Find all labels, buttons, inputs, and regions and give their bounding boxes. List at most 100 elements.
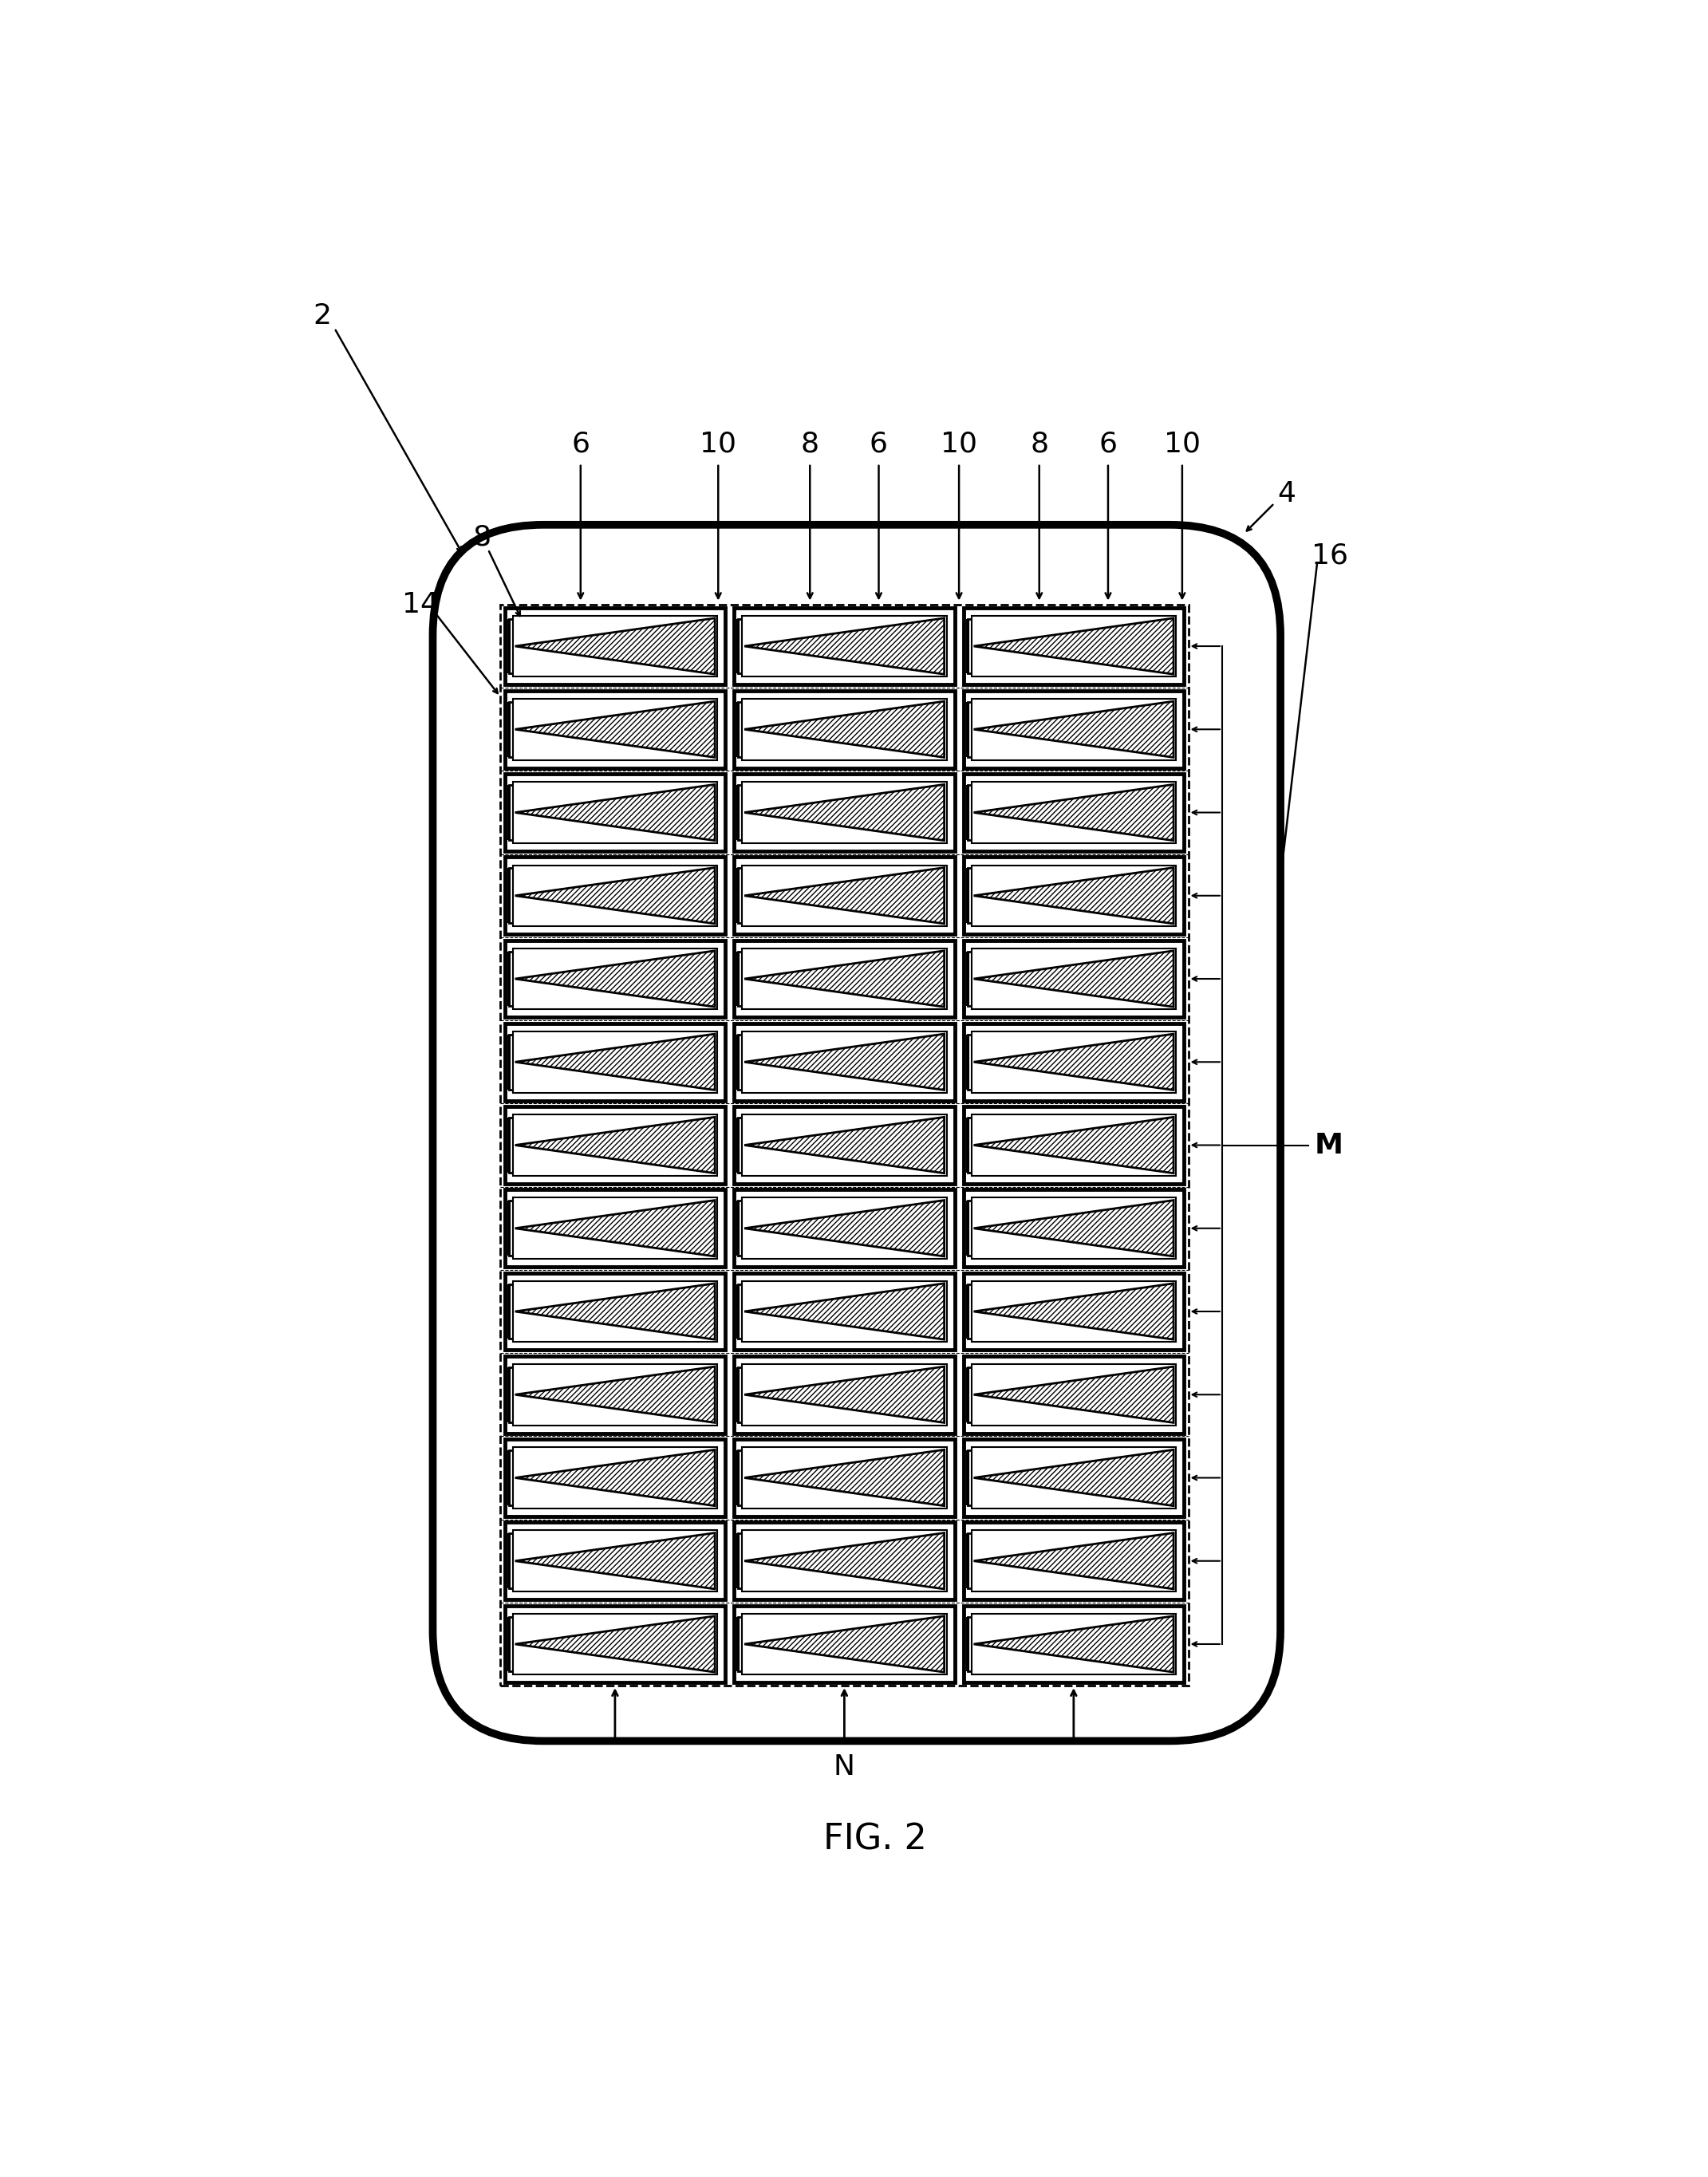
Polygon shape [745, 1615, 945, 1672]
Bar [972, 699, 1177, 760]
Bar [741, 1448, 946, 1509]
Bar [512, 782, 717, 842]
Bar [972, 782, 1177, 842]
Bar [741, 949, 946, 1010]
Polygon shape [974, 1367, 1173, 1424]
Bar [963, 940, 1184, 1017]
Bar [963, 1607, 1184, 1683]
Polygon shape [974, 1034, 1173, 1091]
Bar [963, 1023, 1184, 1102]
Bar [963, 1439, 1184, 1517]
Bar [741, 1197, 946, 1258]
Polygon shape [745, 1034, 945, 1091]
Bar [512, 1280, 717, 1341]
Polygon shape [974, 701, 1173, 758]
Bar [734, 1106, 955, 1184]
Polygon shape [516, 1367, 716, 1424]
Bar [972, 1032, 1177, 1093]
Bar [512, 1115, 717, 1176]
Polygon shape [516, 701, 716, 758]
Text: 8: 8 [1030, 431, 1049, 457]
Bar [504, 1191, 726, 1267]
Bar [963, 858, 1184, 934]
Bar [512, 1032, 717, 1093]
Bar [963, 1522, 1184, 1600]
Text: 8: 8 [801, 431, 820, 457]
Bar [741, 1280, 946, 1341]
Polygon shape [974, 1533, 1173, 1589]
Bar [741, 1115, 946, 1176]
Polygon shape [974, 618, 1173, 675]
Polygon shape [745, 618, 945, 675]
Bar [734, 1356, 955, 1432]
Bar [963, 1356, 1184, 1432]
Bar [963, 1191, 1184, 1267]
Bar [734, 858, 955, 934]
Polygon shape [974, 1615, 1173, 1672]
Bar [972, 1448, 1177, 1509]
Text: 6: 6 [869, 431, 888, 457]
Bar [504, 1356, 726, 1432]
Polygon shape [974, 869, 1173, 923]
Bar [972, 1613, 1177, 1674]
Bar [512, 864, 717, 925]
Bar [972, 1197, 1177, 1258]
Text: 2: 2 [313, 303, 331, 329]
Bar [504, 607, 726, 686]
Bar [504, 1274, 726, 1350]
Polygon shape [516, 1284, 716, 1339]
Bar [963, 1274, 1184, 1350]
Bar [512, 1365, 717, 1426]
Bar [734, 775, 955, 851]
Bar [741, 782, 946, 842]
Polygon shape [516, 1200, 716, 1256]
Bar [504, 858, 726, 934]
Bar [734, 1191, 955, 1267]
Bar [741, 1613, 946, 1674]
Text: 10: 10 [1163, 431, 1201, 457]
Bar [972, 949, 1177, 1010]
Bar [741, 1365, 946, 1426]
Polygon shape [974, 784, 1173, 840]
Bar [504, 940, 726, 1017]
Text: 6: 6 [572, 431, 589, 457]
Bar [504, 1439, 726, 1517]
Bar [734, 1274, 955, 1350]
Text: 10: 10 [941, 431, 977, 457]
FancyBboxPatch shape [432, 525, 1281, 1742]
Polygon shape [516, 1034, 716, 1091]
Bar [734, 1023, 955, 1102]
Bar [512, 1197, 717, 1258]
Bar [972, 616, 1177, 677]
Bar [963, 1106, 1184, 1184]
Text: 16: 16 [1312, 542, 1348, 568]
Bar [504, 1607, 726, 1683]
Bar [972, 1530, 1177, 1591]
Polygon shape [745, 951, 945, 1008]
Polygon shape [974, 1450, 1173, 1506]
Bar [734, 1522, 955, 1600]
Bar [734, 1439, 955, 1517]
Bar [741, 616, 946, 677]
Polygon shape [745, 1200, 945, 1256]
Bar [500, 605, 1189, 1685]
Bar [972, 864, 1177, 925]
Bar [741, 1032, 946, 1093]
Text: M: M [1313, 1132, 1342, 1158]
Polygon shape [745, 784, 945, 840]
Polygon shape [516, 1533, 716, 1589]
Text: N: N [834, 1752, 856, 1781]
Polygon shape [745, 1117, 945, 1173]
Text: 10: 10 [700, 431, 736, 457]
Bar [972, 1280, 1177, 1341]
Bar [972, 1365, 1177, 1426]
Bar [734, 607, 955, 686]
Bar [504, 1023, 726, 1102]
Bar [734, 940, 955, 1017]
Bar [504, 690, 726, 768]
Bar [512, 616, 717, 677]
Bar [734, 1607, 955, 1683]
Polygon shape [974, 1284, 1173, 1339]
Polygon shape [516, 869, 716, 923]
Bar [512, 949, 717, 1010]
